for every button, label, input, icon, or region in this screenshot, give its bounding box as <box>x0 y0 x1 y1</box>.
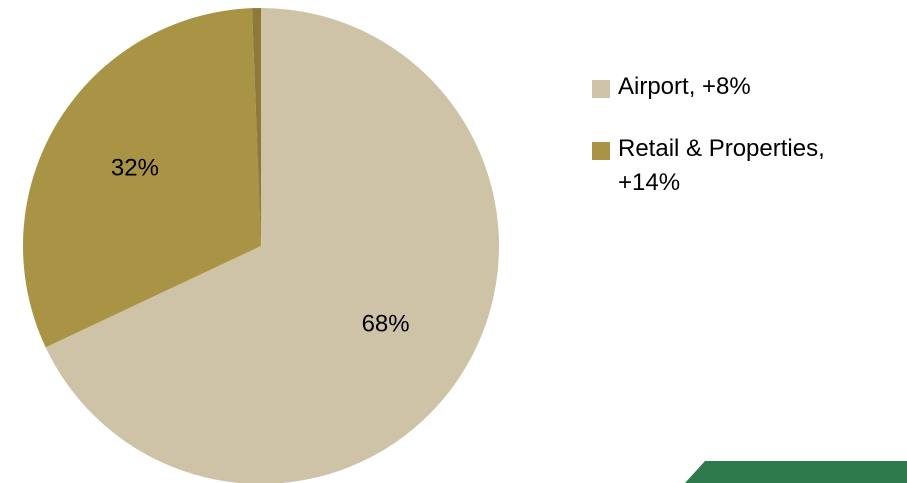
legend-label-retail-properties: Retail & Properties, +14% <box>618 135 825 196</box>
pie-slice-3 <box>252 8 261 246</box>
pie-slice-1 <box>45 8 499 483</box>
legend-item-retail-properties: Retail & Properties, +14% <box>592 132 892 200</box>
legend-swatch-airport <box>592 80 610 98</box>
corner-accent-bar <box>685 461 907 483</box>
pie-slice-2 <box>22 8 261 348</box>
legend-item-airport: Airport, +8% <box>592 70 892 104</box>
legend-label-airport: Airport, +8% <box>618 73 751 100</box>
legend: Airport, +8% Retail & Properties, +14% <box>592 70 892 228</box>
legend-swatch-retail-properties <box>592 142 610 160</box>
pie-slices <box>22 8 499 483</box>
pie-data-label-2: 32% <box>111 155 159 182</box>
pie-data-label-1: 68% <box>362 310 410 337</box>
pie-data-labels: 68% 32% <box>111 155 410 338</box>
